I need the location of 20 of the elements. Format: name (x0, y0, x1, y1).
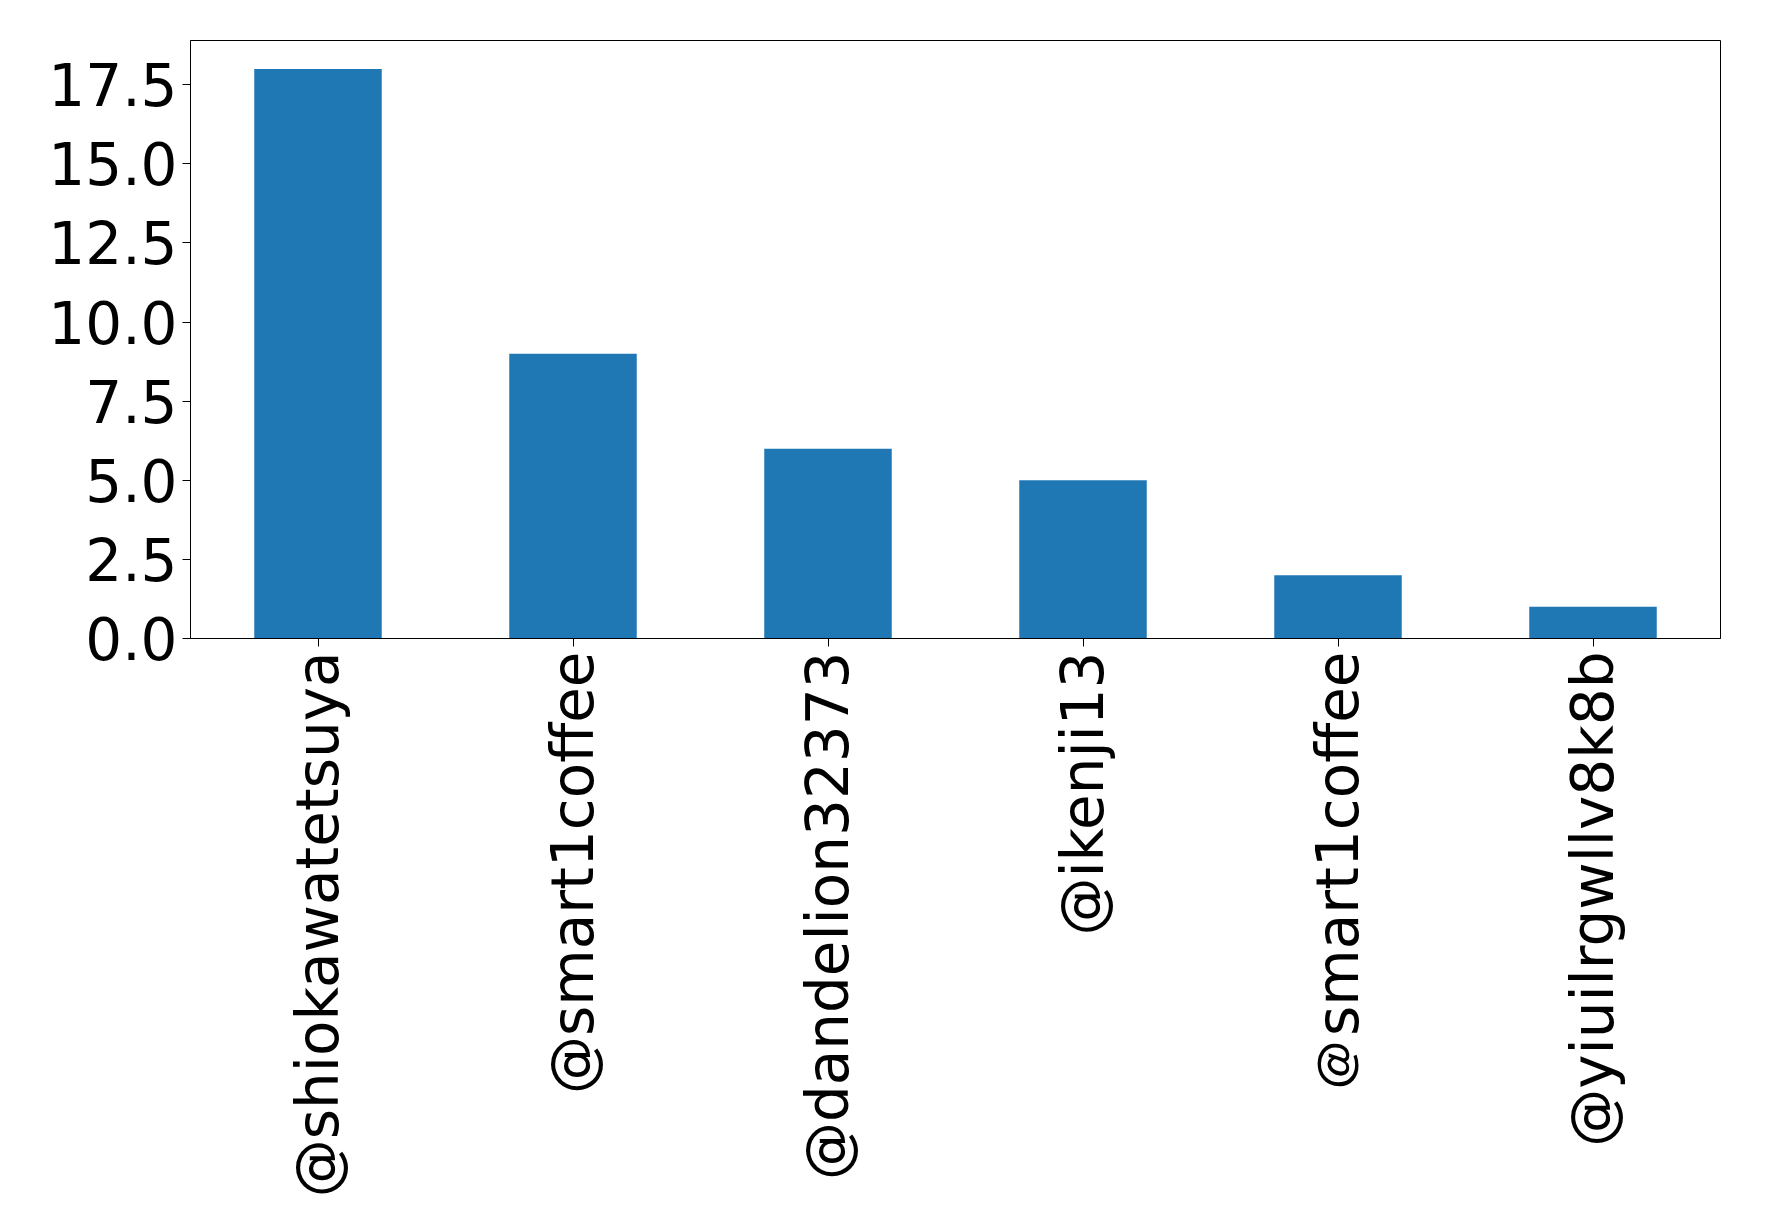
y-tick-label: 2.5 (85, 526, 178, 595)
x-tick-label: @shiokawatetsuya (284, 651, 352, 1198)
y-tick-label: 0.0 (85, 606, 178, 674)
bar (1019, 480, 1147, 639)
x-tick-label: ＠smart1coffee (1304, 651, 1372, 1094)
bar (1274, 575, 1402, 639)
y-tick-label: 17.5 (48, 52, 178, 121)
x-tick-label: @dandelion32373 (794, 651, 862, 1181)
y-tick-label: 10.0 (48, 289, 178, 358)
bar (1529, 606, 1657, 639)
x-tick-label: @yiuilrgwllv8k8b (1559, 651, 1627, 1147)
y-tick-label: 15.0 (48, 131, 178, 200)
bar (254, 68, 382, 639)
bar (764, 448, 892, 639)
x-tick-label: @ikenji13 (1049, 651, 1117, 936)
y-tick-label: 7.5 (85, 368, 178, 437)
y-tick-label: 12.5 (48, 210, 178, 279)
bar (509, 353, 637, 639)
x-tick-label: @smart1coffee (539, 651, 607, 1094)
y-tick-label: 5.0 (85, 447, 178, 516)
